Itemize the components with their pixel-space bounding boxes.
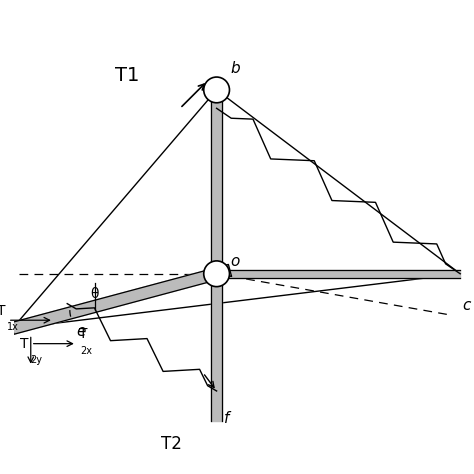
Text: c: c (463, 299, 471, 313)
Text: T2: T2 (162, 435, 182, 453)
Text: e: e (76, 324, 86, 339)
Text: θ: θ (91, 287, 99, 301)
Text: b: b (230, 61, 240, 76)
Polygon shape (211, 90, 222, 421)
Polygon shape (11, 264, 231, 334)
Text: T1: T1 (116, 66, 140, 85)
Text: T: T (20, 337, 28, 351)
Text: f: f (224, 411, 229, 426)
Text: 2x: 2x (81, 346, 92, 356)
Text: T: T (0, 304, 6, 318)
Circle shape (204, 77, 229, 103)
Text: 2y: 2y (30, 355, 42, 365)
Polygon shape (217, 270, 460, 278)
Text: o: o (230, 254, 240, 269)
Text: T: T (79, 328, 88, 341)
Circle shape (204, 261, 229, 287)
Text: 1x: 1x (7, 321, 19, 332)
